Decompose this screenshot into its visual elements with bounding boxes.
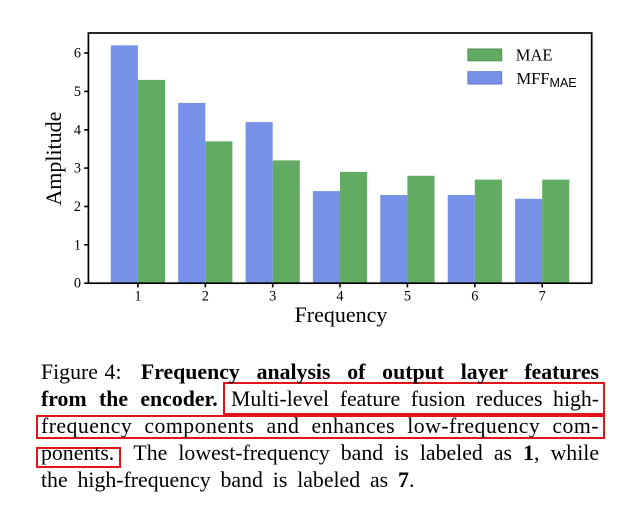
svg-text:MAE: MAE xyxy=(516,45,553,64)
svg-text:Amplitude: Amplitude xyxy=(41,112,66,206)
svg-text:0: 0 xyxy=(74,276,81,292)
svg-text:2: 2 xyxy=(74,199,81,215)
svg-text:5: 5 xyxy=(404,289,411,305)
svg-text:3: 3 xyxy=(74,161,81,177)
svg-text:MFFMAE: MFFMAE xyxy=(517,69,577,90)
svg-text:6: 6 xyxy=(471,289,478,305)
svg-text:4: 4 xyxy=(74,122,81,138)
svg-text:7: 7 xyxy=(539,289,546,305)
svg-text:1: 1 xyxy=(74,237,81,253)
svg-text:5: 5 xyxy=(74,84,81,100)
svg-text:3: 3 xyxy=(269,289,276,305)
svg-text:6: 6 xyxy=(74,46,81,62)
svg-text:1: 1 xyxy=(134,289,141,305)
svg-text:Frequency: Frequency xyxy=(295,302,388,327)
svg-text:4: 4 xyxy=(336,289,343,305)
svg-text:2: 2 xyxy=(202,289,209,305)
